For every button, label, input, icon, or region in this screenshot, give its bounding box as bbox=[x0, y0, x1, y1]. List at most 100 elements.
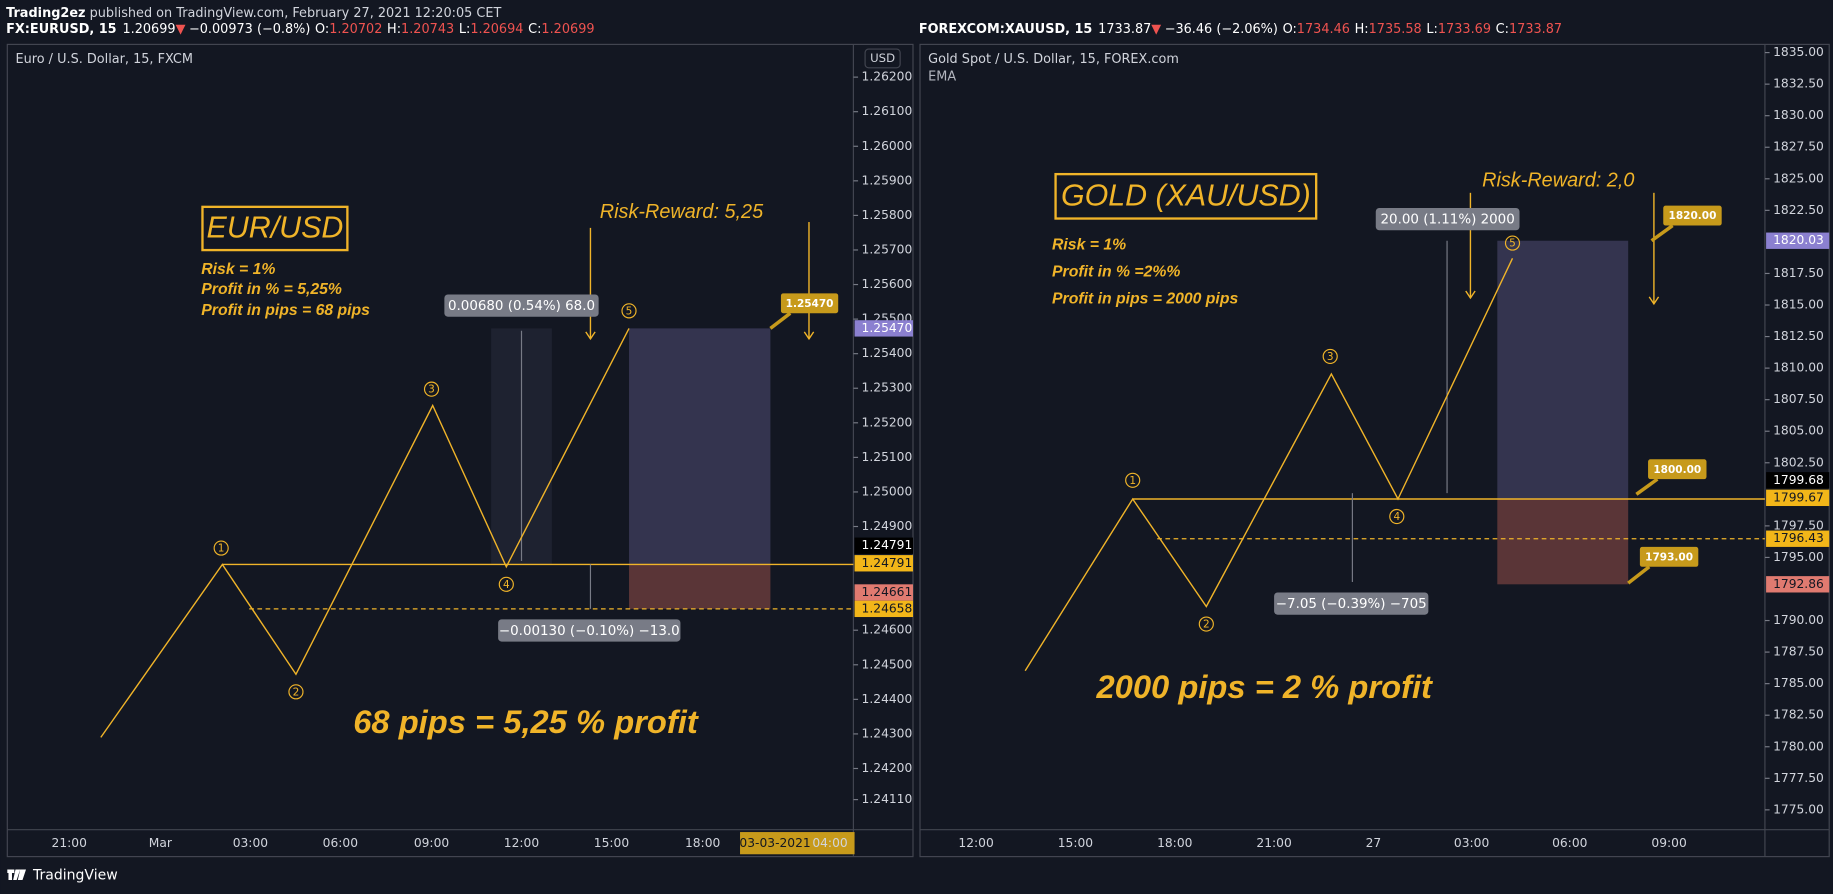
wave-circle bbox=[1389, 508, 1405, 525]
plot-area bbox=[919, 43, 1830, 858]
change: −36.46 (−2.06%) bbox=[1165, 22, 1278, 37]
wave-label: 3 bbox=[428, 384, 435, 396]
symbol: FX:EURUSD, 15 bbox=[6, 22, 117, 37]
ohlc-label: L: bbox=[459, 22, 470, 37]
price-label: 1.25400 bbox=[862, 346, 913, 360]
price-label: 1802.50 bbox=[1773, 455, 1824, 469]
ohlc-label: L: bbox=[1426, 22, 1437, 37]
measure-box bbox=[444, 294, 599, 317]
price-label: 1782.50 bbox=[1773, 708, 1824, 722]
price-marker bbox=[1766, 232, 1830, 249]
price-marker-label: 1820.03 bbox=[1773, 233, 1824, 247]
price-label: 1.25700 bbox=[862, 242, 913, 256]
price-label: 1805.00 bbox=[1773, 424, 1824, 438]
chart-title: Euro / U.S. Dollar, 15, FXCM bbox=[15, 52, 192, 67]
time-label: 04:00 bbox=[812, 836, 847, 850]
callout-label: 1800.00 bbox=[1653, 464, 1701, 476]
wave-label: 2 bbox=[1203, 619, 1210, 631]
heading-box bbox=[201, 205, 349, 252]
price-label: 1.25900 bbox=[862, 173, 913, 187]
price-label: 1785.00 bbox=[1773, 676, 1824, 690]
callout-pointer bbox=[1627, 565, 1651, 585]
price-marker-label: 1792.86 bbox=[1773, 577, 1824, 591]
wave-circle bbox=[1125, 472, 1141, 488]
summary: 68 pips = 5,25 % profit bbox=[353, 703, 700, 740]
price-marker bbox=[1766, 530, 1830, 547]
price-label: 1815.00 bbox=[1773, 298, 1824, 312]
time-label: 03:00 bbox=[233, 836, 268, 850]
price-label: 1.24200 bbox=[862, 761, 913, 775]
ohlc-value: 1.20699 bbox=[541, 22, 594, 37]
wave-label: 1 bbox=[218, 543, 225, 555]
header: Trading2ez published on TradingView.com,… bbox=[6, 5, 501, 20]
ohlc-value: 1.20694 bbox=[470, 22, 523, 37]
price-marker bbox=[1766, 472, 1830, 489]
logo bbox=[7, 869, 27, 880]
price-marker bbox=[854, 600, 913, 618]
published: published on TradingView.com, February 2… bbox=[86, 5, 502, 20]
callout-box bbox=[1663, 205, 1722, 226]
price-marker bbox=[854, 537, 913, 554]
summary: 2000 pips = 2 % profit bbox=[1095, 668, 1434, 705]
chart-panel: FX:EURUSD, 15 1.20699▼ −0.00973 (−0.8%) O:1… bbox=[6, 22, 914, 858]
note: Profit in % = 5,25% bbox=[201, 281, 342, 298]
wave-circle bbox=[423, 381, 440, 397]
price-label: 1.25300 bbox=[862, 381, 913, 395]
wave-label: 5 bbox=[1509, 238, 1516, 250]
time-label: 21:00 bbox=[1256, 836, 1291, 850]
price-label: 1775.00 bbox=[1773, 802, 1824, 816]
last-price: 1.20699 bbox=[122, 22, 175, 37]
heading: EUR/USD bbox=[207, 211, 344, 245]
time-label: 27 bbox=[1366, 836, 1382, 850]
ohlc-value: 1733.69 bbox=[1438, 22, 1491, 37]
price-label: 1.26200 bbox=[862, 70, 913, 84]
callout-box bbox=[1648, 459, 1707, 480]
footer: TradingView bbox=[7, 867, 118, 883]
indicator: EMA bbox=[928, 70, 956, 85]
time-label: 06:00 bbox=[1552, 836, 1587, 850]
note: Risk = 1% bbox=[201, 261, 275, 278]
wave-label: 2 bbox=[293, 686, 300, 698]
price-label: 1835.00 bbox=[1773, 45, 1824, 59]
arrow-head bbox=[1648, 296, 1660, 306]
note: Profit in pips = 2000 pips bbox=[1052, 290, 1238, 307]
wave-circle bbox=[621, 303, 637, 319]
change-arrow: ▼ bbox=[176, 22, 186, 37]
ohlc-value: 1735.58 bbox=[1369, 22, 1422, 37]
symbol-line: FX:EURUSD, 15 1.20699▼ −0.00973 (−0.8%) O:1… bbox=[6, 22, 594, 37]
price-marker-label: 1.24791 bbox=[862, 556, 913, 570]
price-label: 1.26000 bbox=[862, 139, 913, 153]
price-label: 1.25100 bbox=[862, 450, 913, 464]
callout-box bbox=[780, 293, 839, 314]
measure-label: −7.05 (−0.39%) −705 bbox=[1276, 597, 1427, 612]
price-label: 1.25800 bbox=[862, 208, 913, 222]
time-label: 12:00 bbox=[504, 836, 539, 850]
price-marker-label: 1799.67 bbox=[1773, 490, 1824, 504]
callout-pointer bbox=[769, 311, 792, 330]
price-marker-label: 1.24658 bbox=[862, 601, 913, 615]
price-label: 1777.50 bbox=[1773, 771, 1824, 785]
wave-path bbox=[100, 328, 630, 738]
ohlc-label: O: bbox=[315, 22, 329, 37]
wave-label: 5 bbox=[626, 305, 633, 317]
ohlc-label: C: bbox=[528, 22, 541, 37]
wave-path bbox=[1024, 257, 1514, 672]
wave-circle bbox=[1198, 616, 1214, 632]
time-label: 21:00 bbox=[52, 836, 87, 850]
brand: TradingView bbox=[32, 867, 118, 883]
price-label: 1827.50 bbox=[1773, 140, 1824, 154]
note: Profit in pips = 68 pips bbox=[201, 302, 370, 319]
wave-label: 3 bbox=[1327, 351, 1334, 363]
price-label: 1.25000 bbox=[862, 484, 913, 498]
heading: GOLD (XAU/USD) bbox=[1061, 179, 1311, 213]
time-label: 15:00 bbox=[594, 836, 629, 850]
price-label: 1795.00 bbox=[1773, 550, 1824, 564]
arrow-head bbox=[585, 331, 596, 341]
price-label: 1.24600 bbox=[862, 623, 913, 637]
callout-pointer bbox=[1650, 224, 1674, 243]
ohlc-label: H: bbox=[1355, 22, 1369, 37]
wave-circle bbox=[213, 540, 229, 556]
change: −0.00973 (−0.8%) bbox=[189, 22, 310, 37]
chart-title: Gold Spot / U.S. Dollar, 15, FOREX.com bbox=[928, 52, 1179, 67]
